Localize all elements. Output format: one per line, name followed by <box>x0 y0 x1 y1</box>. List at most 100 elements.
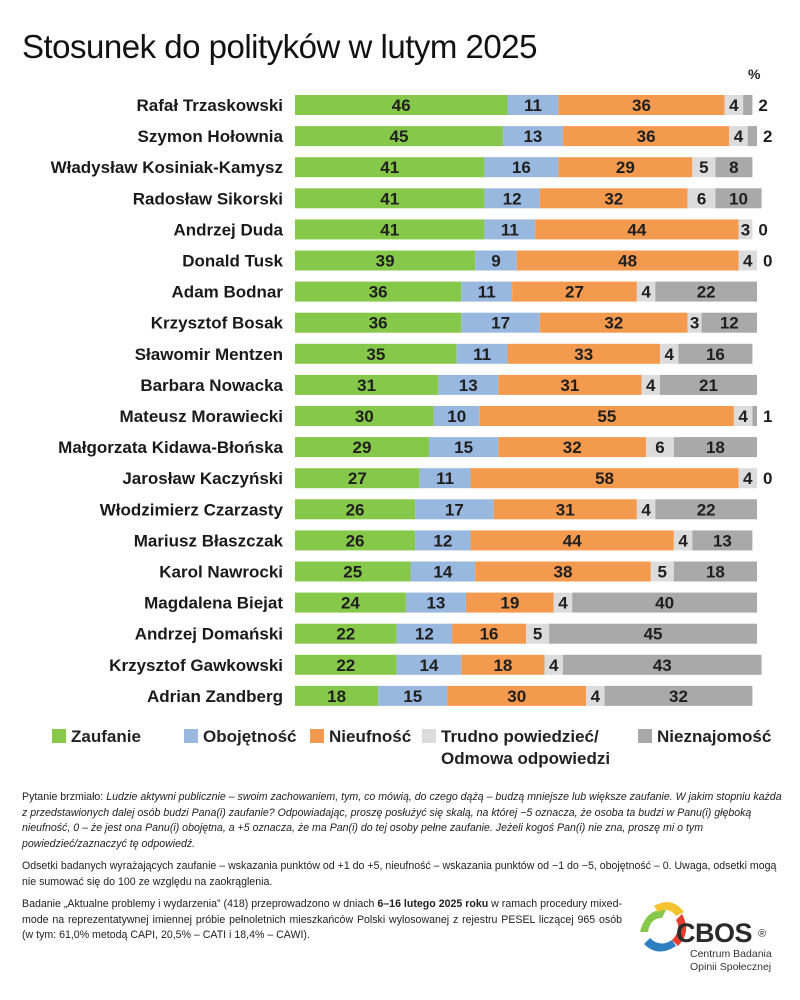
bar-segment-nieznajomosc <box>752 406 757 426</box>
data-label: 45 <box>389 127 408 146</box>
data-label: 30 <box>355 407 374 426</box>
data-label: 4 <box>734 127 744 146</box>
category-label: Radosław Sikorski <box>133 189 283 208</box>
data-label: 32 <box>669 687 688 706</box>
data-label: 58 <box>595 469 614 488</box>
bar-segment-zaufanie <box>295 281 462 302</box>
category-label: Jarosław Kaczyński <box>122 469 283 488</box>
bar-segment-nieufnosc <box>479 406 734 426</box>
data-label: 27 <box>348 469 367 488</box>
legend-item-zaufanie: Zaufanie <box>52 726 141 748</box>
data-label: 6 <box>655 438 664 457</box>
bar-segment-trudno <box>650 561 674 582</box>
data-label: 27 <box>565 283 584 302</box>
bar-segment-nieufnosc <box>493 499 637 520</box>
bar-segment-obojetnosc <box>484 219 536 240</box>
bar-segment-zaufanie <box>295 126 503 147</box>
bar-segment-trudno <box>673 530 693 551</box>
data-label: 31 <box>357 376 376 395</box>
logo-line-1: Centrum Badania <box>690 948 772 960</box>
data-label: 0 <box>758 220 767 239</box>
unit-label: % <box>748 66 761 82</box>
category-label: Włodzimierz Czarzasty <box>100 500 284 519</box>
bar-segment-nieznajomosc <box>715 157 753 178</box>
legend-swatch <box>310 729 324 743</box>
category-label: Krzysztof Gawkowski <box>109 656 283 675</box>
bar-segment-zaufanie <box>295 219 485 240</box>
data-label: 12 <box>503 189 522 208</box>
data-label: 5 <box>658 563 667 582</box>
data-label: 4 <box>664 345 674 364</box>
bar-segment-obojetnosc <box>507 95 559 115</box>
category-label: Szymon Hołownia <box>138 127 284 146</box>
data-label: 30 <box>507 687 526 706</box>
data-label: 43 <box>653 656 672 675</box>
bar-segment-obojetnosc <box>461 281 513 302</box>
data-label: 33 <box>574 345 593 364</box>
bar-segment-nieufnosc <box>470 530 674 551</box>
bar-segment-obojetnosc <box>433 406 480 426</box>
data-label: 32 <box>604 189 623 208</box>
bar-segment-nieznajomosc <box>715 188 762 209</box>
data-label: 36 <box>369 283 388 302</box>
data-label: 4 <box>729 96 739 115</box>
bar-segment-obojetnosc <box>461 312 540 333</box>
chart-legend: Zaufanie Obojętność Nieufność Trudno powied… <box>52 726 792 776</box>
bar-segment-zaufanie <box>295 592 406 613</box>
bar-segment-nieufnosc <box>470 468 739 489</box>
data-label: 13 <box>459 376 478 395</box>
data-label: 25 <box>343 563 362 582</box>
data-label: 4 <box>558 594 568 613</box>
data-label: 5 <box>699 158 708 177</box>
bar-segment-obojetnosc <box>378 685 448 706</box>
bar-segment-nieufnosc <box>452 623 526 644</box>
category-label: Rafał Trzaskowski <box>137 96 283 115</box>
bar-segment-nieufnosc <box>562 126 730 147</box>
data-label: 22 <box>336 625 355 644</box>
data-label: 4 <box>641 283 651 302</box>
category-label: Władysław Kosiniak-Kamysz <box>51 158 283 177</box>
bar-segment-zaufanie <box>295 499 416 520</box>
category-label: Magdalena Biejat <box>144 594 283 613</box>
notes: Pytanie brzmiało: Ludzie aktywni publicz… <box>22 790 782 897</box>
bar-segment-nieufnosc <box>447 685 587 706</box>
bar-segment-trudno <box>636 281 656 302</box>
bar-segment-obojetnosc <box>405 592 466 613</box>
bar-segment-nieznajomosc <box>659 374 757 395</box>
method-dates: 6–16 lutego 2025 roku <box>377 898 489 910</box>
bar-segment-nieufnosc <box>539 188 688 209</box>
data-label: 4 <box>641 500 651 519</box>
category-label: Barbara Nowacka <box>140 376 283 395</box>
bar-segment-nieznajomosc <box>678 343 753 364</box>
chart-title: Stosunek do polityków w lutym 2025 <box>22 28 537 65</box>
bar-segment-nieznajomosc <box>747 126 757 147</box>
data-label: 4 <box>646 376 656 395</box>
legend-swatch <box>184 729 198 743</box>
data-label: 26 <box>346 531 365 550</box>
bar-segment-trudno <box>733 406 753 426</box>
legend-item-obojetnosc: Obojętność <box>184 726 297 748</box>
data-label: 1 <box>763 407 772 426</box>
data-label: 36 <box>637 127 656 146</box>
bar-segment-trudno <box>544 654 563 675</box>
bar-segment-nieufnosc <box>498 374 642 395</box>
category-label: Karol Nawrocki <box>159 563 283 582</box>
method-text-1: Badanie „Aktualne problemy i wydarzenia”… <box>22 898 378 910</box>
legend-label: Trudno powiedzieć/Odmowa odpowiedzi <box>441 727 611 768</box>
bar-segment-zaufanie <box>295 437 429 458</box>
question-prefix: Pytanie brzmiało: <box>22 791 107 803</box>
data-label: 38 <box>553 563 572 582</box>
question-note: Pytanie brzmiało: Ludzie aktywni publicz… <box>22 790 782 852</box>
bar-segment-zaufanie <box>295 188 485 209</box>
method-note: Badanie „Aktualne problemy i wydarzenia”… <box>22 897 622 944</box>
data-label: 31 <box>560 376 579 395</box>
data-label: 48 <box>618 252 637 271</box>
data-label: 11 <box>478 283 496 302</box>
data-label: 11 <box>524 96 542 115</box>
bar-segment-obojetnosc <box>415 530 471 551</box>
question-text: Ludzie aktywni publicznie – swoim zachow… <box>22 791 782 850</box>
data-label: 15 <box>454 438 473 457</box>
data-label: 36 <box>632 96 651 115</box>
bar-segment-trudno <box>526 623 550 644</box>
bar-segment-trudno <box>738 219 753 240</box>
